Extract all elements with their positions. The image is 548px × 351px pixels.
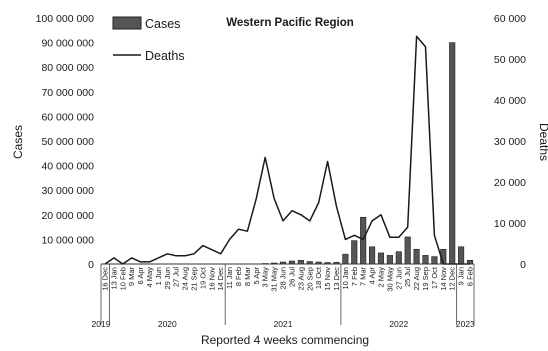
year-label: 2019 [92, 319, 111, 329]
y2-tick-label: 0 [520, 259, 526, 271]
y-axis-title: Cases [11, 125, 25, 159]
cases-bar [431, 256, 438, 265]
y2-axis-title: Deaths [537, 123, 548, 161]
y2-tick-label: 20 000 [494, 177, 526, 189]
y-tick-label: 50 000 000 [41, 136, 94, 148]
x-tick-label: 22 Aug [412, 267, 421, 290]
x-tick-label: 6 Feb [466, 267, 475, 286]
x-tick-label: 9 Jan [457, 267, 466, 285]
y-tick-label: 10 000 000 [41, 234, 94, 246]
x-tick-label: 20 Sep [305, 267, 314, 291]
cases-bar [342, 253, 349, 265]
cases-bar [377, 252, 385, 265]
cases-bar [422, 255, 429, 265]
legend-deaths-label: Deaths [145, 49, 185, 63]
x-tick-label: 3 May [261, 267, 270, 288]
cases-bar [360, 216, 367, 265]
x-tick-label: 19 Sep [421, 267, 430, 291]
x-tick-label: 27 Jul [172, 267, 181, 287]
y-tick-label: 90 000 000 [41, 38, 94, 50]
x-tick-label: 10 Feb [118, 267, 127, 290]
x-tick-label: 2 May [376, 267, 385, 288]
legend-cases-swatch [112, 16, 142, 30]
cases-bar [413, 248, 420, 265]
x-axis-title: Reported 4 weeks commencing [201, 333, 369, 347]
y-tick-label: 100 000 000 [36, 13, 95, 25]
x-tick-label: 25 Jul [403, 267, 412, 287]
x-tick-label: 1 Jun [154, 267, 163, 285]
x-tick-label: 12 Dec [448, 267, 457, 291]
y-tick-label: 80 000 000 [41, 62, 94, 74]
y-tick-label: 40 000 000 [41, 161, 94, 173]
cases-bar [297, 260, 304, 265]
x-tick-label: 11 Jan [225, 267, 234, 289]
cases-bar [369, 246, 376, 265]
x-tick-label: 18 Oct [314, 266, 323, 289]
x-tick-label: 13 Jan [109, 267, 118, 290]
cases-bar [386, 255, 393, 265]
cases-bar [449, 42, 456, 265]
year-label: 2023 [456, 319, 475, 329]
legend: Cases Deaths [112, 16, 185, 63]
chart-title: Western Pacific Region [226, 17, 354, 29]
y-tick-label: 70 000 000 [41, 87, 94, 99]
x-tick-label: 24 Aug [181, 267, 190, 290]
x-tick-label: 7 Mar [359, 266, 368, 286]
x-tick-label: 13 Dec [332, 267, 341, 291]
x-tick-label: 30 May [385, 267, 394, 292]
y-tick-label: 60 000 000 [41, 111, 94, 123]
y2-tick-label: 10 000 [494, 218, 526, 230]
x-tick-label: 14 Dec [216, 267, 225, 291]
cases-bar [351, 240, 358, 265]
x-tick-label: 16 Nov [207, 267, 216, 291]
x-tick-label: 4 May [145, 267, 154, 288]
x-tick-label: 27 Jun [394, 267, 403, 290]
x-tick-label: 5 Apr [252, 267, 261, 285]
y-right-axis-ticks: 0 10 000 20 000 30 000 40 000 50 000 60 000 [494, 13, 526, 271]
legend-cases-label: Cases [145, 17, 180, 31]
year-label: 2021 [274, 319, 293, 329]
deaths-line-layer [104, 35, 470, 265]
x-tick-label: 9 Mar [127, 266, 136, 286]
x-tick-label: 26 Jul [287, 267, 296, 287]
y-tick-label: 0 [88, 259, 94, 271]
y2-tick-label: 50 000 [494, 54, 526, 66]
x-tick-label: 19 Oct [198, 266, 207, 289]
y2-tick-label: 30 000 [494, 136, 526, 148]
x-tick-label: 16 Dec [101, 267, 110, 291]
deaths-line [104, 35, 470, 265]
x-tick-label: 4 Apr [368, 267, 377, 285]
x-tick-label: 17 Oct [430, 266, 439, 289]
x-tick-label: 6 Apr [136, 267, 145, 285]
x-tick-label: 28 Jun [279, 267, 288, 290]
x-tick-label: 10 Jan [341, 267, 350, 290]
cases-bar [458, 246, 465, 265]
x-tick-label: 21 Sep [190, 267, 199, 291]
y-tick-label: 20 000 000 [41, 210, 94, 222]
x-tick-label: 14 Nov [439, 267, 448, 291]
x-tick-label: 23 Aug [296, 267, 305, 290]
x-tick-label: 7 Feb [350, 267, 359, 286]
x-tick-label: 31 May [270, 267, 279, 292]
cases-bar [404, 236, 411, 265]
year-label: 2020 [158, 319, 177, 329]
year-label: 2022 [389, 319, 408, 329]
x-axis-ticks: 16 Dec 13 Jan 10 Feb 9 Mar 6 Apr 4 May 1 Jun 29… [101, 266, 475, 292]
x-tick-label: 29 Jun [163, 267, 172, 290]
y-left-axis-ticks: 0 10 000 000 20 000 000 30 000 000 40 000 00… [36, 13, 95, 271]
y-tick-label: 30 000 000 [41, 185, 94, 197]
cases-bar [395, 251, 402, 265]
x-tick-label: 15 Nov [323, 267, 332, 291]
y2-tick-label: 60 000 [494, 13, 526, 25]
x-tick-label: 8 Mar [243, 266, 252, 286]
x-tick-label: 8 Feb [234, 267, 243, 286]
y2-tick-label: 40 000 [494, 95, 526, 107]
cases-bars [262, 42, 474, 265]
year-labels: 2019 2020 2021 2022 2023 [92, 264, 475, 329]
